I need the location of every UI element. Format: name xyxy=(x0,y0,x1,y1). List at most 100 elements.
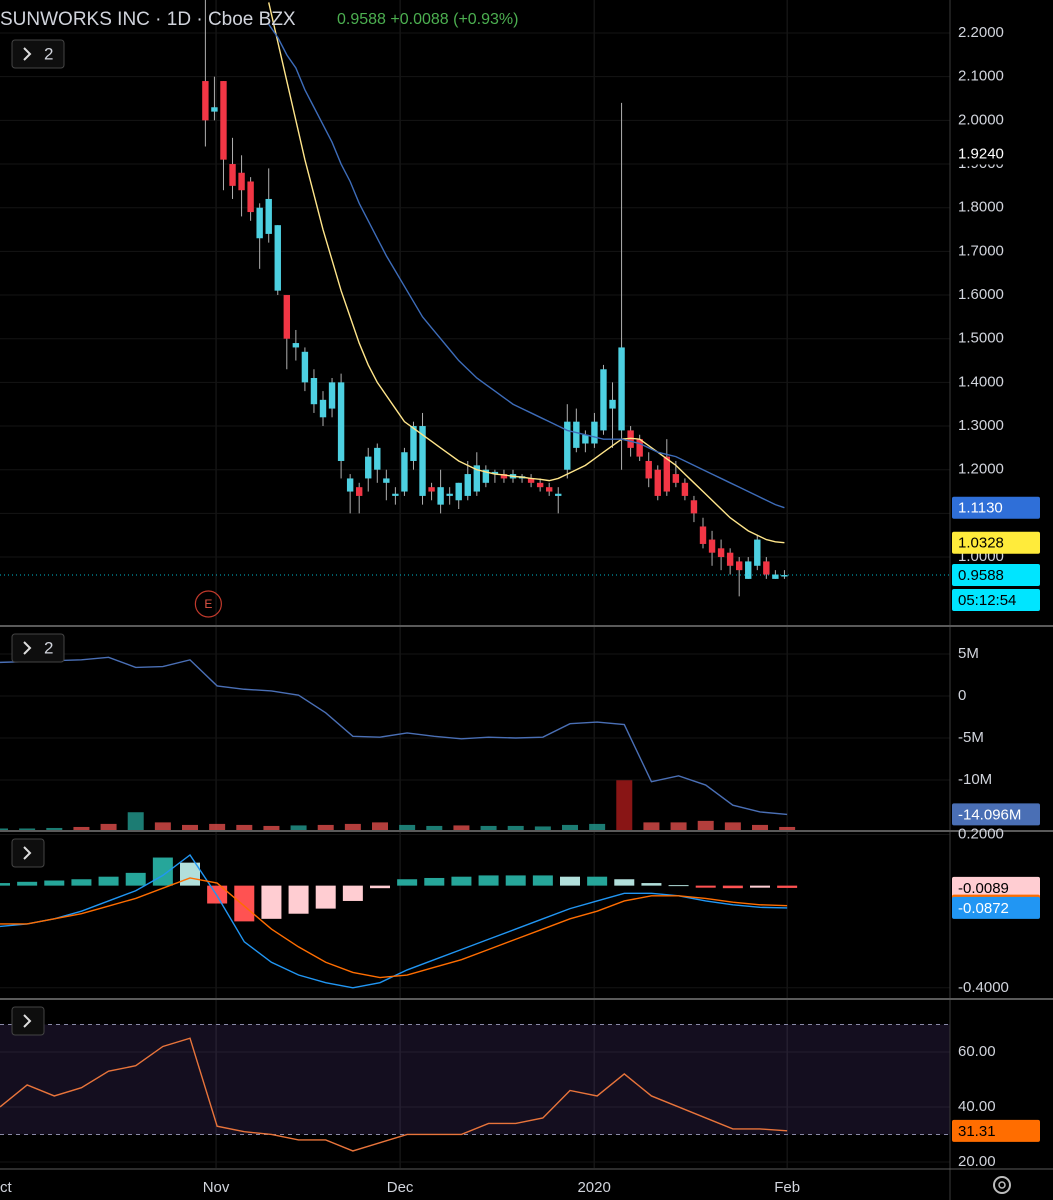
legend-toggle[interactable] xyxy=(11,39,65,69)
histogram-bar xyxy=(451,876,472,886)
candle-body xyxy=(401,452,408,492)
candle-body xyxy=(473,465,481,492)
volume-bar xyxy=(697,820,714,830)
candle-body xyxy=(545,487,553,492)
candle-body xyxy=(202,81,209,121)
histogram-bar xyxy=(44,880,65,886)
volume-bar xyxy=(127,812,144,830)
macd-line xyxy=(0,877,788,979)
legend-toggle[interactable] xyxy=(11,838,45,868)
panes xyxy=(0,0,950,1163)
price-badge xyxy=(952,496,1040,519)
overlay: 2.20002.10002.00001.90001.80001.70001.60… xyxy=(0,24,1040,1196)
volume-bar xyxy=(317,824,334,830)
pane xyxy=(0,653,950,830)
volume-bar xyxy=(154,822,171,830)
price-badge xyxy=(952,876,1040,899)
candle-body xyxy=(410,426,417,461)
histogram-bar xyxy=(342,885,363,901)
quote: 0.9588 +0.0088 (+0.93%) xyxy=(337,11,518,28)
candle-body xyxy=(527,478,535,483)
histogram-bar xyxy=(370,885,390,889)
candle-body xyxy=(319,399,327,418)
legend-toggle[interactable] xyxy=(11,633,65,663)
chevron-icon xyxy=(23,641,32,655)
histogram-bar xyxy=(17,881,38,886)
histogram-bar xyxy=(261,885,282,919)
histogram-bar xyxy=(722,885,743,889)
chevron-icon xyxy=(23,1014,32,1028)
volume-bar xyxy=(46,827,63,830)
candle-body xyxy=(654,469,661,496)
candle-body xyxy=(292,343,300,348)
histogram-bar xyxy=(532,875,553,886)
price-badge xyxy=(952,531,1040,554)
volume-bar xyxy=(182,824,198,830)
y-tick-label: 20.00 xyxy=(958,1153,996,1170)
x-tick-label: Dec xyxy=(387,1179,414,1196)
histogram-bar xyxy=(478,875,499,886)
candle-body xyxy=(500,474,508,479)
volume-bar xyxy=(290,825,307,830)
candle-body xyxy=(636,439,643,457)
volume-bar xyxy=(480,825,497,830)
chevron-icon xyxy=(23,47,32,61)
candle-body xyxy=(763,561,770,575)
indicator-line xyxy=(0,656,788,816)
y-tick-label: 2.2000 xyxy=(958,24,1004,41)
x-tick-label: Nov xyxy=(203,1179,230,1196)
volume-bar xyxy=(562,824,578,830)
y-tick-label: 2.1000 xyxy=(958,68,1004,85)
candle-body xyxy=(310,378,318,405)
candle-body xyxy=(256,207,263,239)
candle-body xyxy=(772,574,779,579)
rsi-band xyxy=(0,1024,950,1135)
candle-body xyxy=(265,198,272,234)
y-tick-label: -10M xyxy=(958,771,992,788)
histogram-bar xyxy=(288,885,309,914)
legend-toggle[interactable] xyxy=(11,1006,45,1036)
price-badge xyxy=(952,564,1040,587)
histogram-bar xyxy=(234,885,255,922)
candle-body xyxy=(482,469,490,483)
legend-count: 2 xyxy=(44,638,53,657)
pane xyxy=(0,834,950,989)
volume-bar xyxy=(507,825,524,830)
price-badge-label: 0.9588 xyxy=(958,567,1004,584)
indicator-line xyxy=(0,1037,788,1152)
candle-body xyxy=(337,382,345,461)
candle-body xyxy=(437,487,444,505)
candle-body xyxy=(536,482,544,488)
volume-bar xyxy=(100,823,117,830)
y-tick-label: -0.4000 xyxy=(958,979,1009,996)
price-badge-label: -14.096M xyxy=(958,806,1021,823)
candle-body xyxy=(745,561,752,579)
price-badge-label: 1.1130 xyxy=(958,500,1003,517)
candle-body xyxy=(220,81,227,160)
settings-icon[interactable] xyxy=(993,1176,1011,1194)
price-badge-label: -0.0089 xyxy=(958,880,1009,897)
price-badge xyxy=(952,896,1040,919)
gear-hub xyxy=(998,1181,1006,1189)
candle-body xyxy=(618,347,625,431)
histogram-bar xyxy=(695,885,716,888)
price-badge xyxy=(952,142,1040,165)
price-badge-label: 31.31 xyxy=(958,1123,996,1140)
y-tick-label: 1.2000 xyxy=(958,461,1004,478)
y-tick-label: 1.8000 xyxy=(958,199,1004,216)
y-tick-label: 0.2000 xyxy=(958,826,1004,843)
earnings-marker: E xyxy=(204,597,212,611)
legend-count: 2 xyxy=(44,44,53,63)
price-badge-label: 1.9240 xyxy=(958,146,1004,163)
volume-bar xyxy=(344,823,361,830)
y-tick-label: 1.5000 xyxy=(958,330,1004,347)
volume-bar xyxy=(643,822,660,830)
candle-body xyxy=(609,399,616,409)
candle-body xyxy=(708,539,716,553)
volume-bar xyxy=(670,822,687,830)
candle-body xyxy=(419,426,426,496)
histogram-bar xyxy=(641,883,662,886)
price-badge-label: 1.0328 xyxy=(958,535,1004,552)
price-badge xyxy=(952,1119,1040,1142)
